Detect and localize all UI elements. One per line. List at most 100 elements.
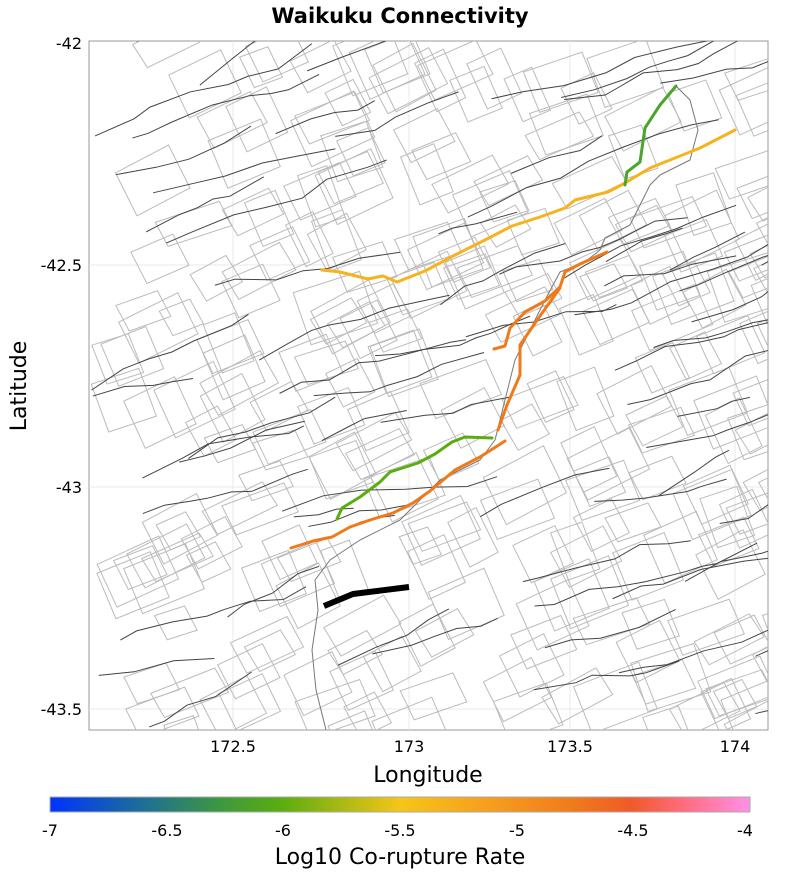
colorbar-tick: -7 <box>42 821 58 840</box>
fault-subsection <box>343 691 393 730</box>
fault-subsection <box>621 598 680 650</box>
fault-subsection <box>750 277 768 327</box>
fault-trace <box>614 322 768 371</box>
fault-subsection <box>735 82 768 137</box>
fault-trace <box>627 350 768 405</box>
fault-subsection <box>329 650 395 712</box>
fault-subsection <box>399 672 468 721</box>
fault-subsection <box>283 161 357 221</box>
fault-subsection <box>189 254 244 302</box>
fault-trace <box>275 100 375 135</box>
fault-subsection <box>706 252 768 323</box>
fault-subsection <box>718 67 768 136</box>
fault-trace <box>120 586 307 641</box>
fault-subsection <box>533 558 610 632</box>
fault-subsection <box>275 562 341 630</box>
fault-trace <box>510 135 603 174</box>
fault-trace <box>227 565 320 618</box>
fault-subsection <box>512 524 575 584</box>
fault-subsection <box>335 411 413 472</box>
fault-subsection <box>283 650 353 717</box>
fault-trace <box>214 251 401 286</box>
fault-subsection <box>310 279 391 355</box>
fault-subsection <box>714 150 768 200</box>
fault-subsection <box>238 46 284 89</box>
fault-subsection <box>249 226 311 281</box>
fault-subsection <box>456 245 534 299</box>
colorbar-tick: -4 <box>737 821 753 840</box>
fault-subsection <box>718 488 768 549</box>
fault-subsection <box>668 682 741 730</box>
fault-subsection <box>642 705 689 730</box>
fault-subsection <box>401 494 481 566</box>
fault-subsection <box>141 532 215 583</box>
fault-subsection <box>522 51 599 113</box>
fault-subsection <box>723 58 768 102</box>
fault-subsection <box>278 333 344 392</box>
fault-subsection <box>344 427 416 481</box>
fault-subsection <box>753 261 768 295</box>
fault-subsection <box>630 643 712 713</box>
fault-subsection <box>682 268 747 329</box>
fault-trace <box>534 542 758 607</box>
fault-subsection <box>163 715 200 730</box>
fault-subsection <box>572 498 631 553</box>
fault-subsection <box>427 567 505 641</box>
fault-subsection <box>407 533 467 601</box>
fault-subsection <box>335 127 386 177</box>
fault-subsection <box>736 175 768 220</box>
fault-trace <box>719 504 768 524</box>
fault-subsection <box>199 350 280 416</box>
fault-subsection <box>444 245 505 310</box>
fault-trace <box>136 41 140 42</box>
fault-trace <box>308 504 407 527</box>
fault-subsection <box>243 629 297 673</box>
fault-subsection <box>504 272 563 318</box>
fault-subsection <box>244 41 310 83</box>
fault-trace <box>132 73 320 139</box>
fault-trace <box>677 396 751 417</box>
fault-trace <box>380 396 511 423</box>
fault-subsection <box>484 286 562 343</box>
fault-subsection <box>723 700 768 730</box>
rupture-green-south <box>335 435 494 521</box>
fault-subsection <box>560 72 613 125</box>
fault-trace <box>480 467 610 518</box>
fault-subsection <box>631 283 714 352</box>
fault-subsection <box>604 86 682 152</box>
fault-subsection <box>629 196 708 249</box>
fault-trace <box>375 315 531 357</box>
fault-subsection <box>131 41 201 69</box>
fault-trace <box>337 608 450 666</box>
fault-subsection <box>218 673 282 730</box>
fault-trace <box>522 540 691 583</box>
fault-subsection <box>158 298 205 337</box>
x-tick: 173.5 <box>547 737 593 756</box>
fault-subsection <box>249 380 309 432</box>
fault-subsection <box>625 395 684 447</box>
fault-subsection <box>221 263 281 319</box>
fault-subsection <box>371 696 447 730</box>
fault-subsection <box>229 615 305 674</box>
fault-trace <box>149 671 252 728</box>
rupture-orange-south <box>289 439 507 550</box>
fault-subsection <box>294 91 371 145</box>
fault-subsection <box>727 404 768 461</box>
rupture-yellow-north <box>320 128 737 284</box>
fault-subsection <box>738 310 768 365</box>
fault-subsection <box>207 118 281 189</box>
fault-trace <box>166 159 387 244</box>
y-tick: -42.5 <box>41 256 82 275</box>
fault-subsection <box>126 523 206 589</box>
fault-subsection <box>697 655 768 720</box>
fault-subsection <box>695 529 766 601</box>
fault-subsection <box>607 124 659 180</box>
fault-subsection <box>578 189 648 251</box>
colorbar <box>49 796 751 813</box>
fault-trace <box>115 125 252 176</box>
fault-subsection <box>479 204 532 248</box>
fault-subsection <box>584 254 644 299</box>
fault-subsection <box>725 492 768 535</box>
fault-subsection <box>398 603 456 667</box>
fault-subsection <box>482 445 568 526</box>
